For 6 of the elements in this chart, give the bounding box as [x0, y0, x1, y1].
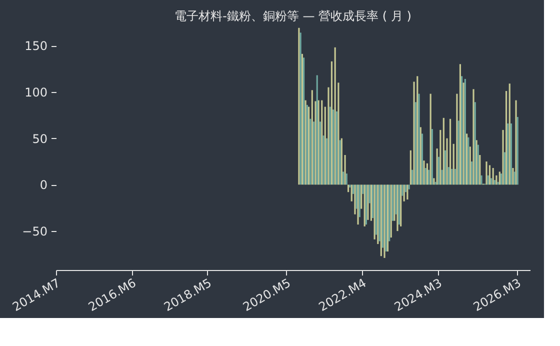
y-tick-label: 50 [32, 132, 48, 146]
y-tick-label: 100 [24, 85, 48, 100]
chart-title: 電子材料-鐵粉、銅粉等 — 營收成長率 ( 月 ) [174, 9, 412, 23]
y-tick-label: 150 [24, 39, 48, 54]
y-tick-label: −50 [22, 224, 48, 239]
y-tick-label: 0 [40, 178, 48, 192]
